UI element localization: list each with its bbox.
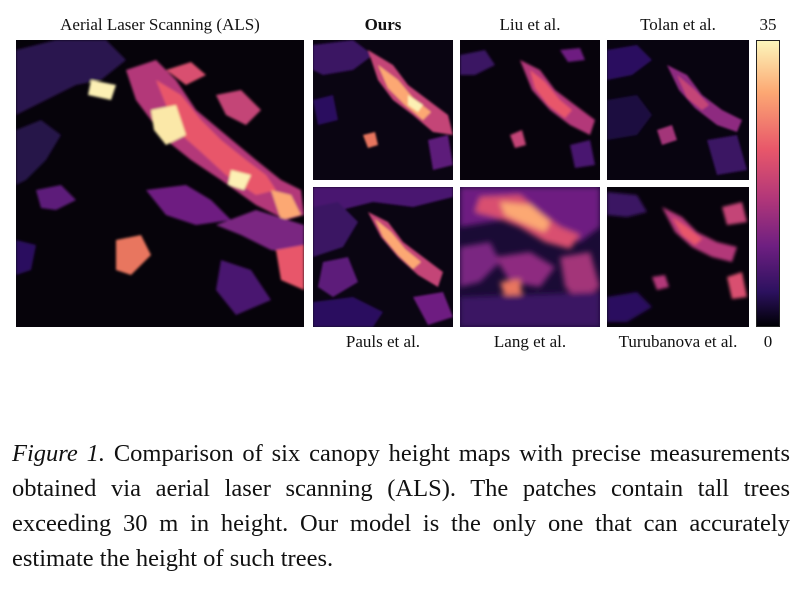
label-ours: Ours <box>364 15 402 34</box>
label-liu: Liu et al. <box>499 15 561 34</box>
als-heightmap <box>16 40 304 327</box>
label-turubanova: Turubanova et al. <box>618 332 738 351</box>
label-pauls: Pauls et al. <box>345 332 421 351</box>
als-panel <box>16 40 304 327</box>
lang-panel <box>460 187 600 327</box>
pauls-panel <box>313 187 453 327</box>
label-als: Aerial Laser Scanning (ALS) <box>60 15 260 34</box>
caption-label: Figure 1. <box>12 440 105 467</box>
lang-heightmap <box>460 187 600 327</box>
liu-panel <box>460 40 600 180</box>
liu-heightmap <box>460 40 600 180</box>
figure-caption: Figure 1. Comparison of six canopy heigh… <box>12 436 790 576</box>
colorbar <box>756 40 780 327</box>
label-lang: Lang et al. <box>493 332 567 351</box>
colorbar-min-label: 0 <box>763 332 773 351</box>
tolan-panel <box>607 40 749 180</box>
colorbar-max-label: 35 <box>759 15 777 34</box>
turubanova-panel <box>607 187 749 327</box>
tolan-heightmap <box>607 40 749 180</box>
pauls-heightmap <box>313 187 453 327</box>
caption-text: Comparison of six canopy height maps wit… <box>12 440 790 572</box>
label-tolan: Tolan et al. <box>640 15 716 34</box>
turubanova-heightmap <box>607 187 749 327</box>
ours-panel <box>313 40 453 180</box>
ours-heightmap <box>313 40 453 180</box>
